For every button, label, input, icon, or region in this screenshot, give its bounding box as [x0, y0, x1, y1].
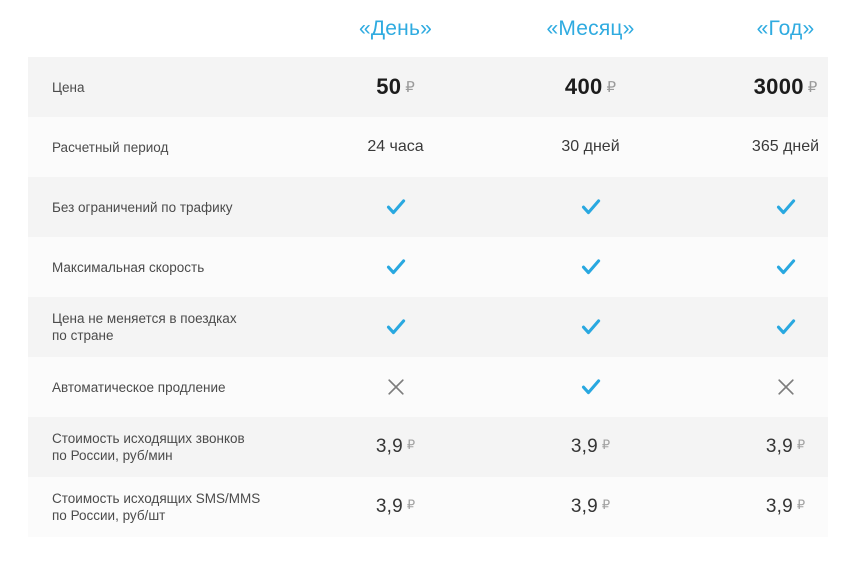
- row-label: Автоматическое продление: [52, 379, 226, 395]
- currency-symbol: ₽: [405, 79, 415, 96]
- column-header-day: «День»: [359, 16, 432, 40]
- check-icon: [579, 315, 603, 339]
- rate-value: 3,9 ₽: [688, 496, 850, 518]
- column-header-year: «Год»: [756, 16, 815, 40]
- check-icon: [579, 255, 603, 279]
- check-icon: [384, 255, 408, 279]
- value-number: 3000: [753, 74, 804, 99]
- rate-value: 3,9 ₽: [298, 496, 493, 518]
- table-row: Стоимость исходящих SMS/MMS по России, ру…: [28, 477, 828, 537]
- currency-symbol: ₽: [796, 437, 806, 452]
- currency-symbol: ₽: [601, 437, 611, 452]
- value-number: 3,9: [765, 496, 793, 517]
- currency-symbol: ₽: [606, 79, 617, 96]
- feature-included: [688, 195, 850, 219]
- value-number: 3,9: [570, 436, 598, 457]
- feature-included: [493, 375, 688, 399]
- check-icon: [384, 195, 408, 219]
- feature-included: [493, 315, 688, 339]
- row-label: Цена: [52, 79, 85, 95]
- check-icon: [579, 375, 603, 399]
- table-row: Стоимость исходящих звонков по России, ру…: [28, 417, 828, 477]
- rate-value: 3,9 ₽: [688, 436, 850, 458]
- check-icon: [774, 195, 798, 219]
- table-row: Цена не меняется в поездках по стране: [28, 297, 828, 357]
- check-icon: [774, 315, 798, 339]
- price-value: 400 ₽: [493, 74, 688, 100]
- feature-excluded: [688, 375, 850, 399]
- currency-symbol: ₽: [796, 497, 806, 512]
- check-icon: [579, 195, 603, 219]
- value-number: 3,9: [570, 496, 598, 517]
- feature-included: [688, 255, 850, 279]
- currency-symbol: ₽: [406, 497, 416, 512]
- value-number: 400: [564, 74, 603, 99]
- feature-included: [298, 195, 493, 219]
- period-value: 24 часа: [367, 138, 424, 155]
- feature-included: [298, 315, 493, 339]
- cross-icon: [774, 375, 798, 399]
- currency-symbol: ₽: [406, 437, 416, 452]
- feature-excluded: [298, 375, 493, 399]
- feature-included: [493, 255, 688, 279]
- table-body: Цена 50 ₽400 ₽3000 ₽ Расчетный период 24 часа 3…: [28, 57, 828, 537]
- row-label: Расчетный период: [52, 139, 169, 155]
- rate-value: 3,9 ₽: [298, 436, 493, 458]
- period-value: 365 дней: [751, 138, 820, 155]
- value-number: 3,9: [375, 496, 403, 517]
- check-icon: [774, 255, 798, 279]
- feature-included: [688, 315, 850, 339]
- rate-value: 3,9 ₽: [493, 496, 688, 518]
- row-label: Стоимость исходящих звонков по России, ру…: [52, 431, 245, 463]
- rate-value: 3,9 ₽: [493, 436, 688, 458]
- price-value: 3000 ₽: [688, 74, 850, 100]
- currency-symbol: ₽: [807, 79, 818, 96]
- row-label: Цена не меняется в поездках по стране: [52, 311, 237, 343]
- cross-icon: [384, 375, 408, 399]
- check-icon: [384, 315, 408, 339]
- column-header-month: «Месяц»: [546, 16, 635, 40]
- table-row: Автоматическое продление: [28, 357, 828, 417]
- table-row: Без ограничений по трафику: [28, 177, 828, 237]
- value-number: 3,9: [765, 436, 793, 457]
- period-value: 30 дней: [561, 138, 620, 155]
- currency-symbol: ₽: [601, 497, 611, 512]
- feature-included: [493, 195, 688, 219]
- value-number: 3,9: [375, 436, 403, 457]
- table-row: Цена 50 ₽400 ₽3000 ₽: [28, 57, 828, 117]
- table-header-row: «День» «Месяц» «Год»: [28, 0, 828, 57]
- value-number: 50: [376, 74, 402, 99]
- table-row: Максимальная скорость: [28, 237, 828, 297]
- row-label: Максимальная скорость: [52, 259, 205, 275]
- feature-included: [298, 255, 493, 279]
- row-label: Стоимость исходящих SMS/MMS по России, ру…: [52, 491, 261, 523]
- row-label: Без ограничений по трафику: [52, 199, 233, 215]
- table-row: Расчетный период 24 часа 30 дней 365 дней: [28, 117, 828, 177]
- price-value: 50 ₽: [298, 74, 493, 100]
